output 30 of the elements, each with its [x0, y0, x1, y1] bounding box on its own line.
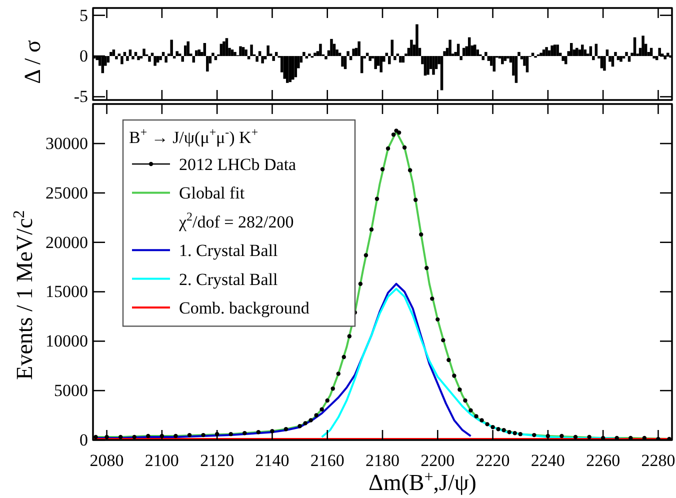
- legend-label: 2. Crystal Ball: [179, 270, 278, 289]
- x-tick-label: 2220: [476, 451, 510, 470]
- x-tick-label: 2160: [310, 451, 344, 470]
- y-tick-label: 10000: [46, 332, 88, 351]
- legend-label: 2012 LHCb Data: [179, 155, 297, 174]
- y-tick-label: 5000: [54, 381, 88, 400]
- x-tick-label: 2200: [420, 451, 455, 470]
- y-tick-label: 0: [80, 430, 88, 450]
- y-tick-label: 25000: [46, 183, 88, 202]
- legend-label: Comb. background: [179, 298, 310, 318]
- y-tick-label: 0: [80, 46, 88, 66]
- x-tick-label: 2260: [586, 451, 620, 470]
- y-tick-label: -5: [74, 87, 88, 106]
- x-tick-label: 2240: [530, 451, 565, 470]
- y-axis-title: Δ / σ: [20, 39, 45, 84]
- legend-label: Global fit: [179, 184, 245, 203]
- x-tick-label: 2180: [366, 451, 400, 470]
- x-tick-label: 2100: [144, 451, 179, 470]
- x-tick-label: 2140: [255, 451, 290, 470]
- x-tick-label: 2080: [90, 451, 124, 470]
- x-tick-label: 2280: [641, 451, 676, 470]
- y-tick-label: 20000: [46, 232, 88, 252]
- x-axis-title: Δm(B$^{+}$,J/ψ): [368, 468, 476, 495]
- legend-label: 1. Crystal Ball: [179, 241, 278, 260]
- x-tick-label: 2120: [200, 451, 234, 470]
- legend-title: B$^{+}$ → J/ψ(μ$^{+}$μ$^{-}$) K$^{+}$: [129, 125, 258, 147]
- y-tick-label: 30000: [46, 134, 88, 153]
- y-tick-label: 5: [80, 6, 88, 25]
- annotation: χ$^{2}$/dof = 282/200: [178, 209, 294, 232]
- y-tick-label: 15000: [46, 282, 88, 302]
